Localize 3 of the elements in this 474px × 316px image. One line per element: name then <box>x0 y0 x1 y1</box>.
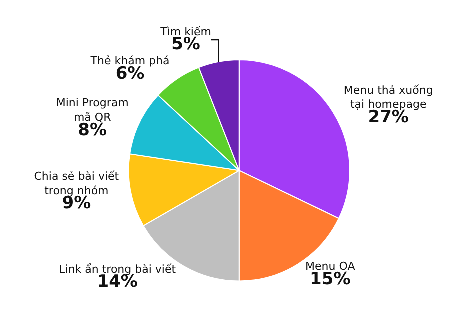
slice-label: Menu thả xuống tại homepage <box>344 84 434 112</box>
data-label: 6% <box>116 64 145 84</box>
data-label: 15% <box>310 269 351 290</box>
